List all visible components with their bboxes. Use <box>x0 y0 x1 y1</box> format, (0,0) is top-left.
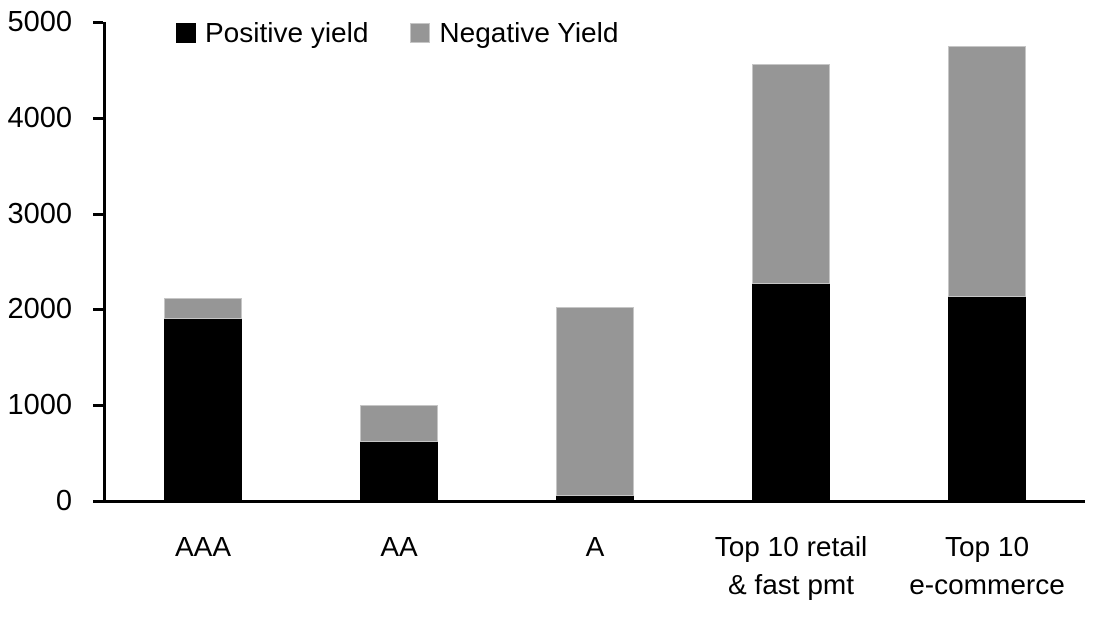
x-category-label: A <box>485 528 705 566</box>
y-tick-label: 2000 <box>7 293 72 325</box>
x-category-label-line: AA <box>380 531 418 562</box>
bar-segment-positive <box>360 441 438 501</box>
bar-segment-negative <box>360 405 438 442</box>
bar-segment-negative <box>164 297 242 319</box>
legend-swatch-icon <box>176 23 196 43</box>
x-category-label: AA <box>289 528 509 566</box>
x-category-label-line: AAA <box>174 531 232 562</box>
legend-label: Positive yield <box>205 17 369 48</box>
bar-segment-positive <box>556 496 634 501</box>
y-tick-label: 4000 <box>7 102 72 134</box>
legend-entry-positive-yield: Positive yield <box>176 18 368 48</box>
y-tick-label: 3000 <box>7 198 72 230</box>
x-axis-line <box>103 500 1085 503</box>
y-tick-label: 5000 <box>7 6 72 38</box>
bar-segment-negative <box>948 45 1026 297</box>
y-tick-mark <box>93 404 103 407</box>
y-tick-mark <box>93 21 103 24</box>
y-tick-label: 0 <box>55 485 72 517</box>
y-tick-mark <box>93 213 103 216</box>
bar-segment-positive <box>164 318 242 501</box>
x-category-label-line: e-commerce <box>909 569 1065 600</box>
x-category-label-line: & fast pmt <box>727 569 855 600</box>
y-tick-mark <box>93 308 103 311</box>
y-tick-label: 1000 <box>7 389 72 421</box>
chart-legend: Positive yield Negative Yield <box>176 18 618 48</box>
x-category-label-line: A <box>585 531 605 562</box>
x-category-label: Top 10 retail & fast pmt <box>681 528 901 604</box>
x-category-label-line: Top 10 <box>944 531 1030 562</box>
y-axis-line <box>103 22 106 503</box>
x-category-label-line: Top 10 retail <box>714 531 868 562</box>
legend-swatch-icon <box>410 23 431 43</box>
bar-segment-positive <box>752 283 830 501</box>
x-category-label: AAA <box>93 528 313 566</box>
legend-entry-negative-yield: Negative Yield <box>410 18 618 48</box>
x-category-label: Top 10 e-commerce <box>877 528 1097 604</box>
y-tick-mark <box>93 500 103 503</box>
bar-segment-negative <box>556 306 634 497</box>
legend-label: Negative Yield <box>439 17 619 48</box>
y-tick-mark <box>93 117 103 120</box>
bar-segment-positive <box>948 296 1026 501</box>
bar-segment-negative <box>752 64 830 284</box>
